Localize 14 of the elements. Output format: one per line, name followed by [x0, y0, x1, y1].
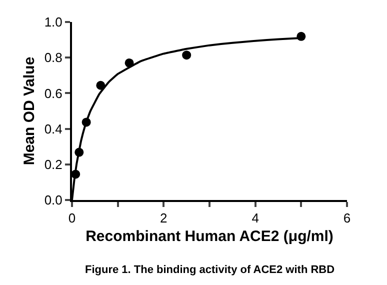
y-axis-title: Mean OD Value	[21, 56, 38, 166]
y-tick-label: 1.0	[44, 14, 62, 30]
y-tick-label: 0.0	[44, 192, 62, 208]
y-tick-label: 0.8	[44, 50, 62, 66]
x-tick-label: 6	[343, 210, 351, 226]
point	[182, 50, 192, 60]
caption: Figure 1. The binding activity of ACE2 with RBD	[85, 264, 335, 276]
x-tick-label: 0	[68, 210, 76, 226]
x-axis-title: Recombinant Human ACE2 (μg/ml)	[86, 228, 334, 246]
x-tick-label: 4	[252, 210, 259, 226]
x-tick-label: 2	[160, 210, 168, 226]
y-tick-label: 0.6	[44, 86, 62, 101]
y-tick-label: 0.2	[44, 156, 62, 172]
y-tick-label: 0.4	[44, 121, 62, 136]
